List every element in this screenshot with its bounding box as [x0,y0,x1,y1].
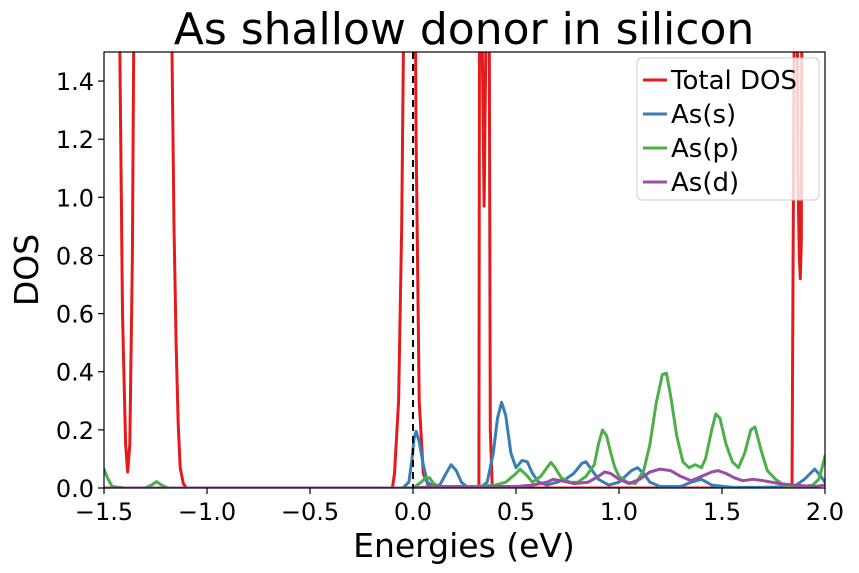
legend-box [636,57,820,201]
y-tick-label: 0.4 [56,359,94,387]
legend-label-as-s: As(s) [671,100,736,130]
x-tick-label: 1.5 [703,498,741,526]
legend-label-as-d: As(d) [671,168,739,198]
x-tick-label: 0.0 [394,498,432,526]
legend-label-as-p: As(p) [671,134,739,164]
y-tick-label: 0.6 [56,301,94,329]
chart-title: As shallow donor in silicon [174,4,755,55]
series-layer [104,52,825,488]
x-axis-ticks: −1.5 −1.0 −0.5 0.0 0.5 1.0 1.5 2.0 [75,488,844,526]
y-tick-label: 1.4 [56,68,94,96]
y-tick-label: 0.2 [56,417,94,445]
x-tick-label: −1.5 [75,498,133,526]
y-axis-ticks: 0.0 0.2 0.4 0.6 0.8 1.0 1.2 1.4 [56,68,104,503]
y-tick-label: 1.2 [56,126,94,154]
y-tick-label: 1.0 [56,184,94,212]
x-tick-label: −0.5 [281,498,339,526]
series-line-as-p [104,371,825,488]
legend: Total DOS As(s) As(p) As(d) [636,57,820,201]
x-tick-label: 2.0 [806,498,844,526]
y-tick-label: 0.8 [56,242,94,270]
x-tick-label: −1.0 [178,498,236,526]
x-tick-label: 0.5 [497,498,535,526]
x-tick-label: 1.0 [600,498,638,526]
legend-label-total-dos: Total DOS [670,66,797,96]
plot-frame [103,51,826,489]
series-line-as-d [104,467,825,488]
series-line-total-dos [118,52,804,488]
y-tick-label: 0.0 [56,475,94,503]
x-axis-label: Energies (eV) [353,526,575,565]
y-axis-label: DOS [7,234,46,306]
